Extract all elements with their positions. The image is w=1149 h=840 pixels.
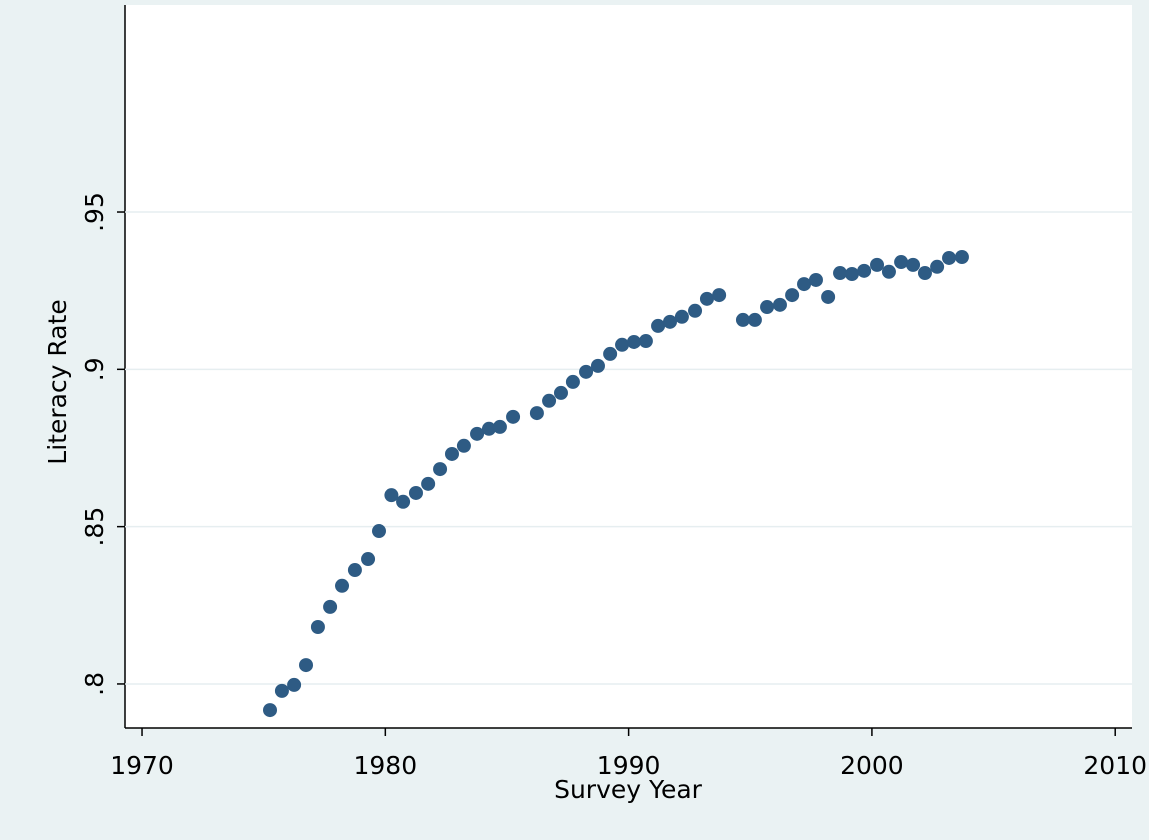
point: [917, 266, 932, 281]
point: [821, 289, 836, 304]
point: [384, 488, 399, 503]
point: [785, 288, 800, 303]
point: [421, 476, 436, 491]
point: [942, 250, 957, 265]
x-tick-label: 1970: [110, 751, 174, 780]
point: [565, 374, 580, 389]
point: [299, 658, 314, 673]
point: [688, 303, 703, 318]
point: [615, 337, 630, 352]
point: [662, 314, 677, 329]
point: [870, 257, 885, 272]
point: [361, 552, 376, 567]
point: [470, 426, 485, 441]
point: [408, 485, 423, 500]
point: [347, 563, 362, 578]
point: [797, 277, 812, 292]
point: [772, 297, 787, 312]
point: [335, 578, 350, 593]
point: [553, 385, 568, 400]
point: [894, 255, 909, 270]
point: [699, 291, 714, 306]
y-axis-title: Literacy Rate: [43, 299, 72, 464]
y-tick-label: .85: [80, 507, 109, 547]
x-tick-label: 1980: [354, 751, 418, 780]
point: [542, 393, 557, 408]
point: [492, 419, 507, 434]
point: [954, 250, 969, 265]
point: [674, 309, 689, 324]
point: [844, 267, 859, 282]
point: [603, 346, 618, 361]
point: [651, 318, 666, 333]
point: [712, 288, 727, 303]
x-tick-label: 1990: [597, 751, 661, 780]
x-tick-label: 2010: [1083, 751, 1147, 780]
point: [396, 494, 411, 509]
point: [808, 272, 823, 287]
plot-area: [125, 5, 1132, 728]
point: [638, 334, 653, 349]
point: [444, 446, 459, 461]
point: [506, 409, 521, 424]
point: [760, 300, 775, 315]
point: [433, 462, 448, 477]
point: [372, 524, 387, 539]
point: [590, 358, 605, 373]
point: [323, 599, 338, 614]
point: [263, 703, 278, 718]
point: [287, 677, 302, 692]
point: [481, 421, 496, 436]
point: [906, 257, 921, 272]
y-tick-label: .95: [80, 192, 109, 232]
point: [310, 620, 325, 635]
point: [747, 312, 762, 327]
x-axis-title: Survey Year: [554, 775, 703, 804]
point: [626, 334, 641, 349]
y-tick-label: .8: [80, 672, 109, 696]
y-tick-label: .9: [80, 357, 109, 381]
point: [456, 438, 471, 453]
point: [529, 406, 544, 421]
point: [881, 264, 896, 279]
point: [857, 263, 872, 278]
point: [930, 259, 945, 274]
point: [274, 683, 289, 698]
point: [579, 364, 594, 379]
point: [735, 312, 750, 327]
point: [833, 266, 848, 281]
x-tick-label: 2000: [840, 751, 904, 780]
